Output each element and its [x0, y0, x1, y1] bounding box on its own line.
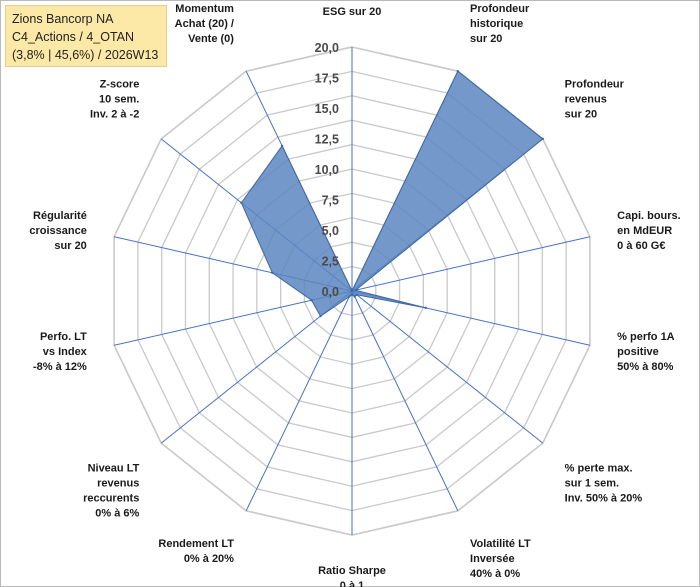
axis-label: Volatilité LT Inversée 40% à 0% — [470, 538, 531, 580]
axis-label: Régularité croissance sur 20 — [29, 210, 86, 252]
axis-label: Profondeur historique sur 20 — [470, 3, 530, 45]
axis-label: Profondeur revenus sur 20 — [565, 78, 625, 120]
tick-label: 12,5 — [315, 133, 339, 147]
data-point — [271, 271, 274, 275]
company-name: Zions Bancorp NA — [12, 12, 114, 26]
axis-label: Momentum Achat (20) / Vente (0) — [175, 3, 235, 45]
axis-label: Z-score 10 sem. Inv. 2 à -2 — [90, 78, 139, 120]
axis-spoke — [351, 290, 544, 444]
series-area — [240, 70, 544, 317]
axis-spoke — [351, 236, 590, 292]
title-box: Zions Bancorp NA C4_Actions / 4_OTAN (3,… — [5, 5, 167, 67]
data-point — [350, 289, 354, 293]
axis-label: NoteESG sur 20 — [323, 0, 382, 18]
tick-label: 10,0 — [315, 163, 339, 177]
axis-spoke — [351, 290, 459, 512]
data-point — [355, 293, 358, 297]
summary-stats: (3,8% | 45,6%) / 2026W13 — [12, 48, 159, 62]
tick-label: 0,0 — [322, 285, 339, 299]
data-point — [353, 295, 356, 298]
axis-spoke — [245, 290, 353, 512]
data-point — [310, 299, 313, 302]
series-layer — [240, 69, 544, 318]
axis-label: Niveau LT revenus reccurents 0% à 6% — [83, 463, 140, 520]
data-point — [280, 144, 284, 148]
data-point — [424, 306, 427, 310]
axis-label: Ratio Sharpe 0 à 1 — [318, 565, 386, 587]
data-point — [350, 293, 354, 296]
data-point — [319, 314, 322, 318]
data-point — [456, 69, 460, 73]
axis-label: Rendement LT 0% à 20% — [158, 538, 234, 565]
portfolio-name: C4_Actions / 4_OTAN — [12, 30, 135, 44]
tick-label: 17,5 — [315, 72, 339, 86]
tick-label: 2,5 — [322, 255, 339, 269]
tick-label: 5,0 — [322, 224, 339, 238]
axis-label: % perte max. sur 1 sem. Inv. 50% à 20% — [565, 463, 643, 505]
data-point — [240, 201, 243, 204]
tick-label: 7,5 — [322, 194, 339, 208]
data-point — [354, 288, 357, 292]
axis-label: Perfo. LT vs Index -8% à 12% — [33, 331, 88, 373]
tick-label: 15,0 — [315, 102, 339, 116]
axis-label: % perfo 1A positive 50% à 80% — [617, 331, 675, 373]
data-point — [541, 137, 544, 141]
tick-layer: 0,0 2,5 5,0 7,5 10,0 12,5 15,0 17,5 20,0 — [315, 41, 339, 299]
data-point — [348, 295, 351, 298]
axis-label: Capi. bours. en MdEUR 0 à 60 G€ — [617, 210, 681, 252]
tick-label: 20,0 — [315, 41, 339, 55]
